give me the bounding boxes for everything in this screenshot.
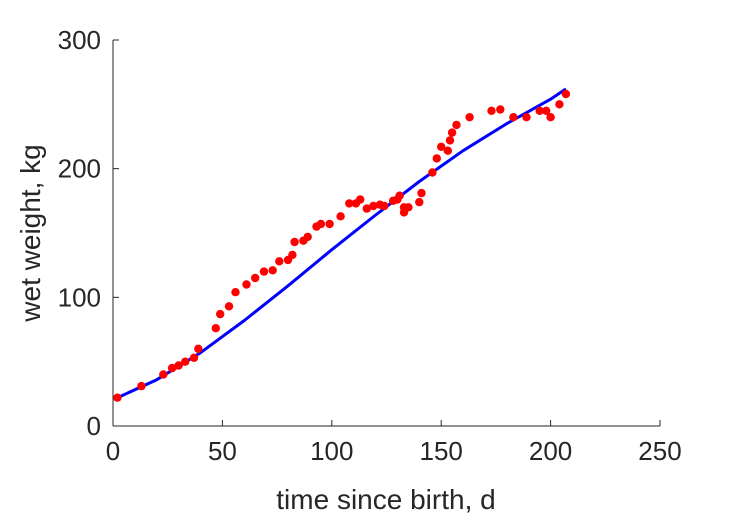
data-point <box>303 232 312 242</box>
x-tick-label: 50 <box>208 436 237 466</box>
y-axis-label: wet weight, kg <box>15 144 46 322</box>
data-point <box>362 204 371 213</box>
data-point <box>465 113 474 122</box>
data-point <box>113 393 122 402</box>
data-point <box>415 197 424 207</box>
data-point <box>242 280 251 289</box>
data-point <box>555 100 564 109</box>
data-point <box>259 267 269 276</box>
data-point <box>487 106 496 116</box>
data-point <box>268 266 277 275</box>
y-tick-label: 200 <box>58 154 101 184</box>
data-point <box>395 191 404 200</box>
data-point <box>174 361 183 370</box>
x-axis-label: time since birth, d <box>276 484 495 515</box>
data-point <box>452 120 461 130</box>
x-tick-label: 150 <box>420 436 463 466</box>
x-tick-label: 250 <box>638 436 681 466</box>
data-point <box>445 136 455 145</box>
data-point <box>189 353 199 362</box>
data-point <box>380 201 389 211</box>
data-point <box>316 219 326 229</box>
data-point <box>194 344 203 353</box>
data-point <box>211 324 220 333</box>
data-point <box>137 381 146 391</box>
data-point <box>216 309 225 319</box>
data-point <box>356 195 365 204</box>
y-ticks: 0 100 200 300 <box>58 25 119 441</box>
data-point <box>404 203 413 212</box>
data-point <box>447 128 457 137</box>
data-point <box>522 113 531 122</box>
x-tick-label: 100 <box>310 436 353 466</box>
data-point <box>561 89 571 99</box>
data-point <box>224 302 234 311</box>
x-tick-label: 200 <box>529 436 572 466</box>
data-point <box>181 357 190 366</box>
data-point <box>345 199 354 208</box>
data-point <box>159 370 168 379</box>
data-point <box>369 201 378 211</box>
data-point <box>290 237 299 247</box>
x-ticks: 0 50 100 150 200 250 <box>106 420 682 466</box>
data-point <box>167 363 177 373</box>
data-point <box>428 168 437 177</box>
data-point <box>546 113 555 122</box>
plot-area <box>113 87 571 402</box>
y-tick-label: 100 <box>58 282 101 312</box>
fit-curve <box>116 87 567 400</box>
data-point <box>496 105 505 114</box>
data-point <box>432 154 441 163</box>
y-tick-label: 0 <box>87 411 101 441</box>
data-point <box>535 106 544 116</box>
y-tick-label: 300 <box>58 25 101 55</box>
data-point <box>251 273 260 283</box>
x-tick-label: 0 <box>106 436 120 466</box>
data-point <box>443 146 452 155</box>
data-point <box>275 257 284 266</box>
data-point <box>288 250 297 260</box>
axes <box>112 40 660 427</box>
data-point <box>325 219 334 229</box>
data-point <box>437 142 446 151</box>
data-point <box>231 288 240 297</box>
data-point <box>417 188 426 198</box>
data-point <box>336 212 345 221</box>
data-point <box>542 106 551 116</box>
data-point <box>509 113 518 122</box>
